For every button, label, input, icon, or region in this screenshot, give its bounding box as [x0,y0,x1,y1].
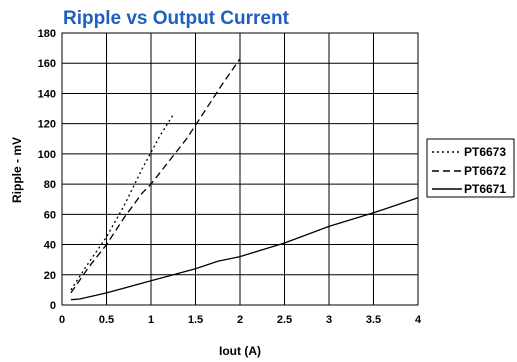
legend-box [426,138,515,198]
plot-frame [61,32,419,306]
y-tick-label: 140 [38,88,56,100]
y-axis-label: Ripple - mV [10,137,24,203]
y-tick-label: 80 [44,179,56,191]
x-tick-labels: 0 0.5 1 1.5 2 2.5 3 3.5 4 [59,314,422,326]
x-tick-label: 2.5 [277,314,292,326]
legend: PT6673 PT6672 PT6671 [426,138,515,198]
x-tick-label: 4 [415,314,422,326]
legend-label-pt6673: PT6673 [464,145,506,159]
legend-label-pt6672: PT6672 [464,164,506,178]
x-tick-label: 0 [59,314,65,326]
x-tick-label: 3 [326,314,332,326]
x-tick-label: 0.5 [99,314,114,326]
y-tick-label: 40 [44,240,56,252]
x-tick-label: 1 [148,314,154,326]
y-tick-label: 20 [44,270,56,282]
x-axis-label: Iout (A) [219,344,261,358]
y-tick-label: 160 [38,58,56,70]
y-tick-label: 0 [50,300,56,312]
chart-title: Ripple vs Output Current [63,8,290,29]
x-tick-label: 2 [237,314,243,326]
x-tick-label: 1.5 [188,314,203,326]
y-tick-label: 60 [44,209,56,221]
series-line-pt6671 [70,197,419,301]
series-line-pt6672 [70,58,241,294]
y-tick-label: 120 [38,119,56,131]
series-lines [70,58,419,301]
grid [61,32,419,306]
y-tick-label: 100 [38,149,56,161]
legend-label-pt6671: PT6671 [464,182,506,196]
x-tick-label: 3.5 [366,314,381,326]
y-tick-label: 180 [38,28,56,40]
y-tick-labels: 0 20 40 60 80 100 120 140 160 180 [38,28,56,312]
series-line-pt6673 [70,114,174,291]
